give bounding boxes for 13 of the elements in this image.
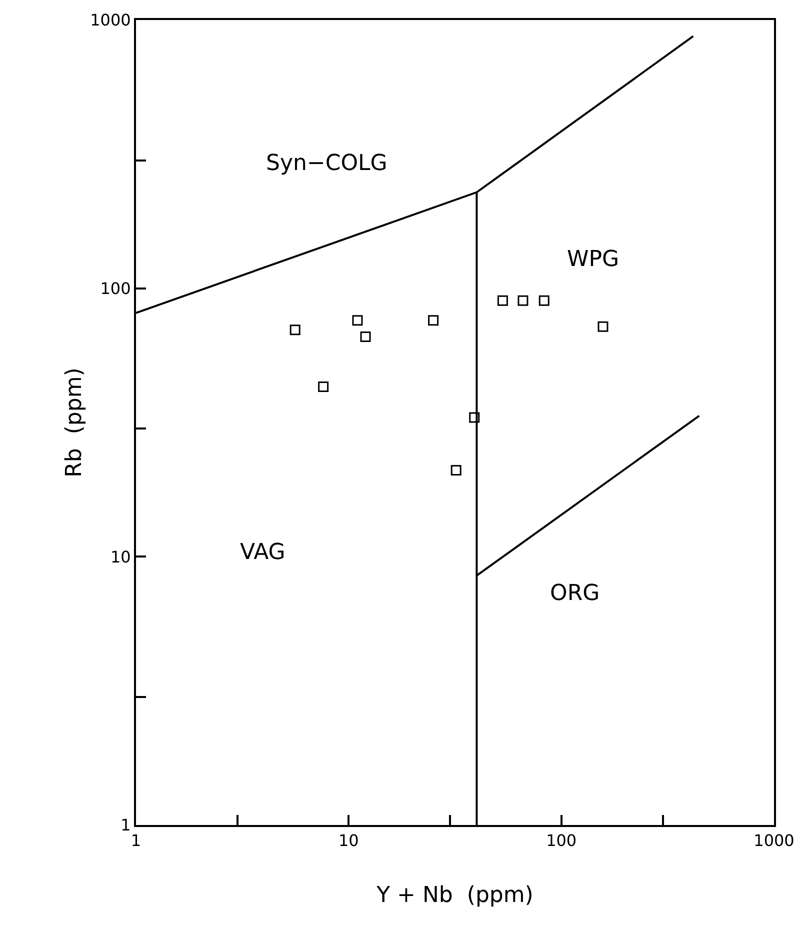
x-axis-title: Y + Nb (ppm) [376, 883, 534, 908]
y-tick-label: 10 [110, 547, 131, 566]
x-tick-label: 100 [546, 831, 577, 850]
annotation: VAG [240, 540, 286, 565]
annotation: WPG [567, 247, 620, 272]
y-tick-label: 100 [100, 278, 131, 298]
y-tick-label: 1 [120, 816, 131, 835]
annotation: Syn−COLG [266, 151, 388, 176]
y-tick-label: 1000 [90, 10, 131, 30]
x-tick-label: 10 [338, 831, 359, 850]
annotation: ORG [550, 581, 600, 606]
x-tick-label: 1000 [754, 831, 794, 850]
y-axis-title: Rb (ppm) [62, 368, 87, 478]
